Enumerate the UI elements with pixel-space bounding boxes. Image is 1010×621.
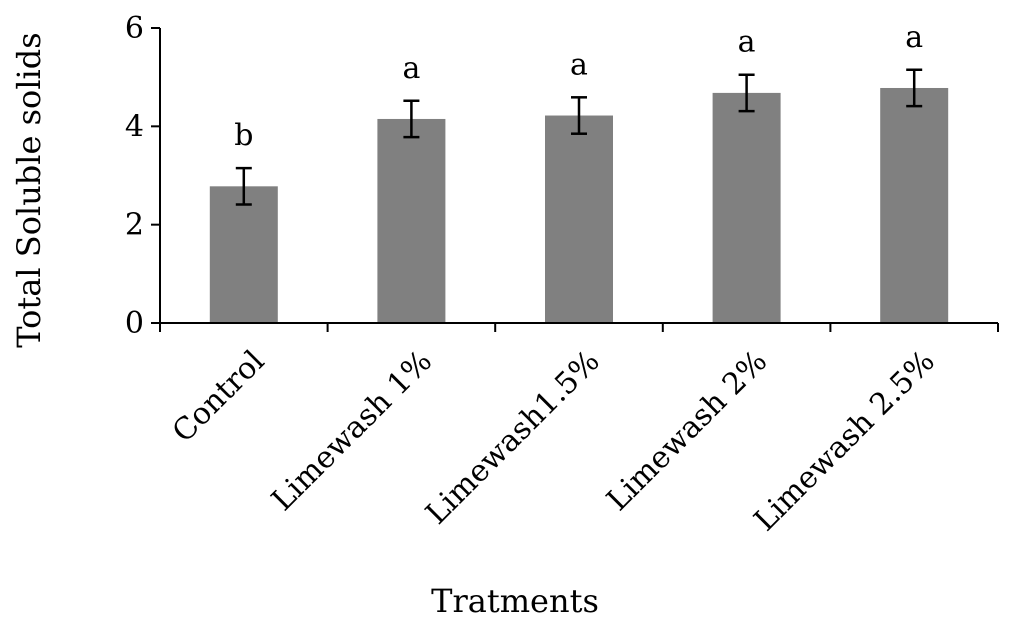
significance-label: a — [402, 51, 420, 86]
category-label: Limewash 2% — [600, 344, 774, 518]
bar — [880, 87, 949, 323]
category-label: Limewash1.5% — [419, 344, 607, 532]
error-bar — [403, 99, 420, 139]
significance-label: b — [234, 118, 253, 153]
bar — [209, 186, 278, 323]
error-bar — [571, 96, 587, 135]
x-axis-title: Tratments — [431, 582, 599, 620]
category-label: Limewash 1% — [265, 344, 439, 518]
y-axis-ticks: 0 2 4 6 — [125, 11, 160, 341]
y-tick-label: 0 — [125, 306, 144, 341]
y-tick-label: 6 — [125, 11, 144, 46]
error-bar — [906, 68, 923, 108]
category-label: Limewash 2.5% — [748, 344, 942, 538]
error-bar — [738, 73, 755, 113]
y-tick-label: 2 — [125, 208, 144, 243]
axes — [159, 28, 998, 324]
bars — [209, 87, 949, 324]
error-bar — [235, 166, 252, 206]
significance-label: a — [905, 20, 923, 55]
bar — [377, 118, 446, 323]
y-tick-label: 4 — [125, 109, 144, 144]
category-label: Control — [166, 344, 272, 450]
error-bars — [235, 68, 923, 206]
bar — [712, 92, 781, 324]
significance-label: a — [738, 25, 756, 60]
significance-labels: b a a a a — [234, 20, 923, 153]
x-axis-ticks — [159, 323, 999, 332]
y-axis-title: Total Soluble solids — [10, 32, 48, 347]
bar — [545, 115, 613, 324]
significance-label: a — [570, 47, 588, 82]
